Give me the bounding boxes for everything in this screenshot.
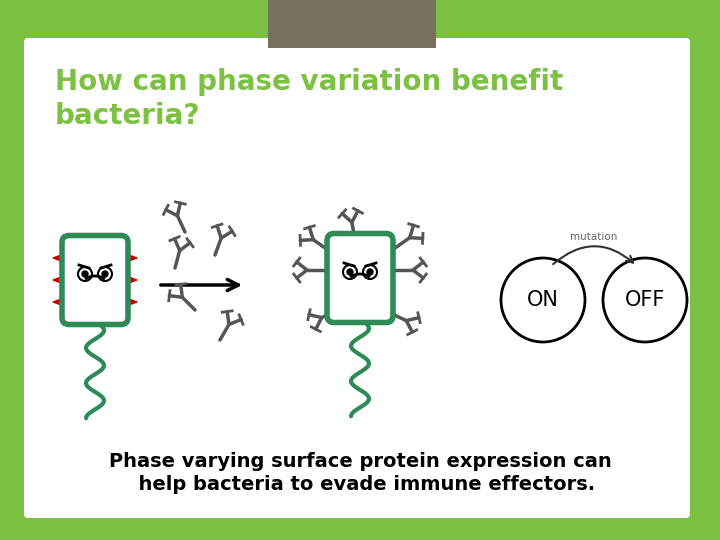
Bar bbox=[268, 0, 436, 48]
Circle shape bbox=[363, 265, 377, 279]
Polygon shape bbox=[113, 249, 137, 267]
Circle shape bbox=[82, 271, 88, 277]
FancyBboxPatch shape bbox=[24, 38, 690, 518]
Polygon shape bbox=[53, 293, 77, 311]
Polygon shape bbox=[113, 271, 137, 289]
Circle shape bbox=[102, 271, 108, 277]
FancyBboxPatch shape bbox=[327, 233, 393, 322]
FancyBboxPatch shape bbox=[62, 235, 128, 325]
Circle shape bbox=[603, 258, 687, 342]
Text: How can phase variation benefit
bacteria?: How can phase variation benefit bacteria… bbox=[55, 68, 563, 130]
Text: OFF: OFF bbox=[625, 290, 665, 310]
Circle shape bbox=[343, 265, 357, 279]
Circle shape bbox=[501, 258, 585, 342]
Polygon shape bbox=[53, 249, 77, 267]
Text: ON: ON bbox=[527, 290, 559, 310]
Polygon shape bbox=[53, 271, 77, 289]
Text: mutation: mutation bbox=[570, 232, 618, 242]
Circle shape bbox=[98, 267, 112, 281]
Circle shape bbox=[78, 267, 92, 281]
Circle shape bbox=[347, 269, 353, 275]
Circle shape bbox=[367, 269, 373, 275]
Polygon shape bbox=[113, 293, 137, 311]
Text: Phase varying surface protein expression can
  help bacteria to evade immune eff: Phase varying surface protein expression… bbox=[109, 452, 611, 495]
